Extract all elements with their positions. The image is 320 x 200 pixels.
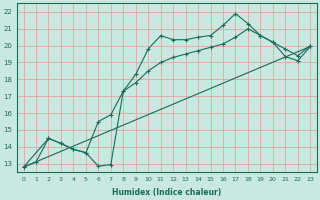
X-axis label: Humidex (Indice chaleur): Humidex (Indice chaleur) — [112, 188, 221, 197]
